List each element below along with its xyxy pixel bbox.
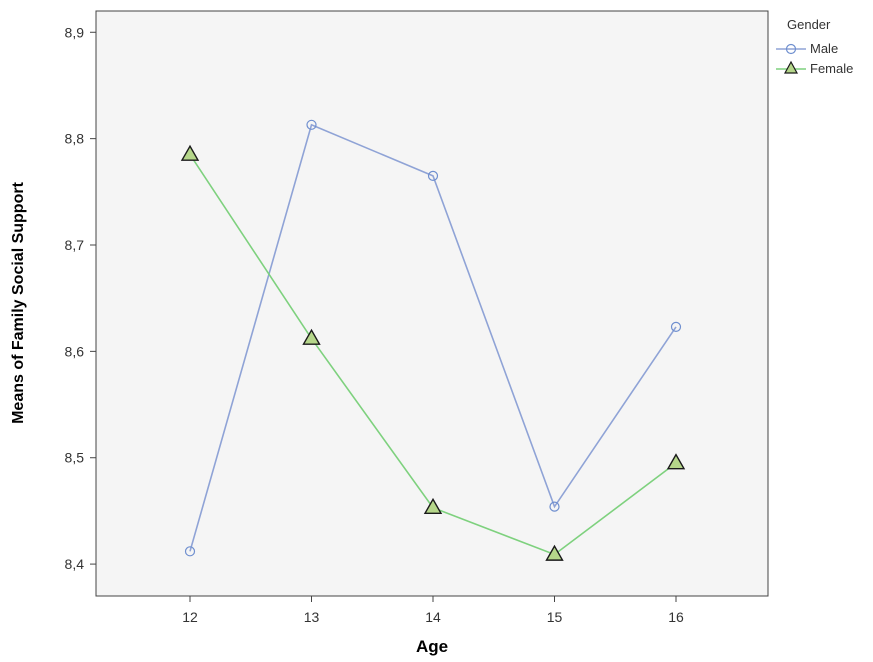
- x-axis-title: Age: [416, 637, 448, 656]
- data-point-male: [306, 119, 317, 130]
- x-tick-label: 13: [304, 609, 320, 625]
- y-tick-label: 8,4: [65, 556, 85, 572]
- series-markers: [180, 119, 686, 561]
- x-tick-label: 12: [182, 609, 198, 625]
- data-point-female: [545, 544, 564, 561]
- x-axis: 12 13 14 15 16: [182, 596, 684, 625]
- plot-area: [95, 10, 769, 597]
- x-tick-label: 16: [668, 609, 684, 625]
- y-axis: 8,4 8,5 8,6 8,7 8,8 8,9: [65, 24, 96, 572]
- data-point-female: [180, 144, 200, 161]
- y-axis-title: Means of Family Social Support: [10, 181, 27, 423]
- y-tick-label: 8,6: [65, 343, 85, 359]
- y-tick-label: 8,5: [65, 450, 85, 466]
- legend: Gender Male Female: [776, 17, 853, 76]
- legend-label-male: Male: [810, 41, 838, 56]
- legend-marker-triangle: [783, 60, 799, 74]
- legend-label-female: Female: [810, 61, 853, 76]
- y-tick-label: 8,9: [65, 24, 85, 40]
- y-tick-label: 8,8: [65, 131, 85, 147]
- legend-marker-circle: [785, 43, 797, 55]
- data-point-male: [427, 170, 439, 181]
- data-point-female: [302, 328, 321, 345]
- x-tick-label: 14: [425, 609, 441, 625]
- legend-title: Gender: [787, 17, 831, 32]
- data-point-female: [666, 453, 686, 470]
- data-point-male: [549, 501, 560, 512]
- data-point-male: [670, 321, 682, 332]
- x-tick-label: 15: [547, 609, 563, 625]
- data-point-female: [423, 497, 443, 515]
- data-point-male: [184, 546, 196, 557]
- y-tick-label: 8,7: [65, 237, 85, 253]
- series-line-male: [189, 123, 677, 552]
